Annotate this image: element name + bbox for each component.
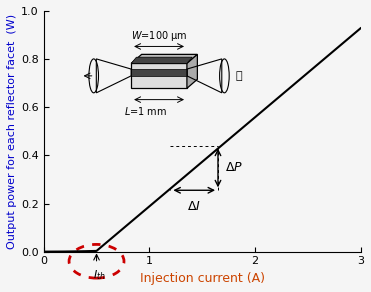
Y-axis label: Output power for each reflector facet  (W): Output power for each reflector facet (W… (7, 14, 17, 249)
Text: $\Delta P$: $\Delta P$ (225, 161, 243, 175)
Text: $\Delta I$: $\Delta I$ (187, 200, 201, 213)
X-axis label: Injection current (A): Injection current (A) (139, 272, 265, 285)
Text: $I_{th}$: $I_{th}$ (93, 268, 106, 282)
